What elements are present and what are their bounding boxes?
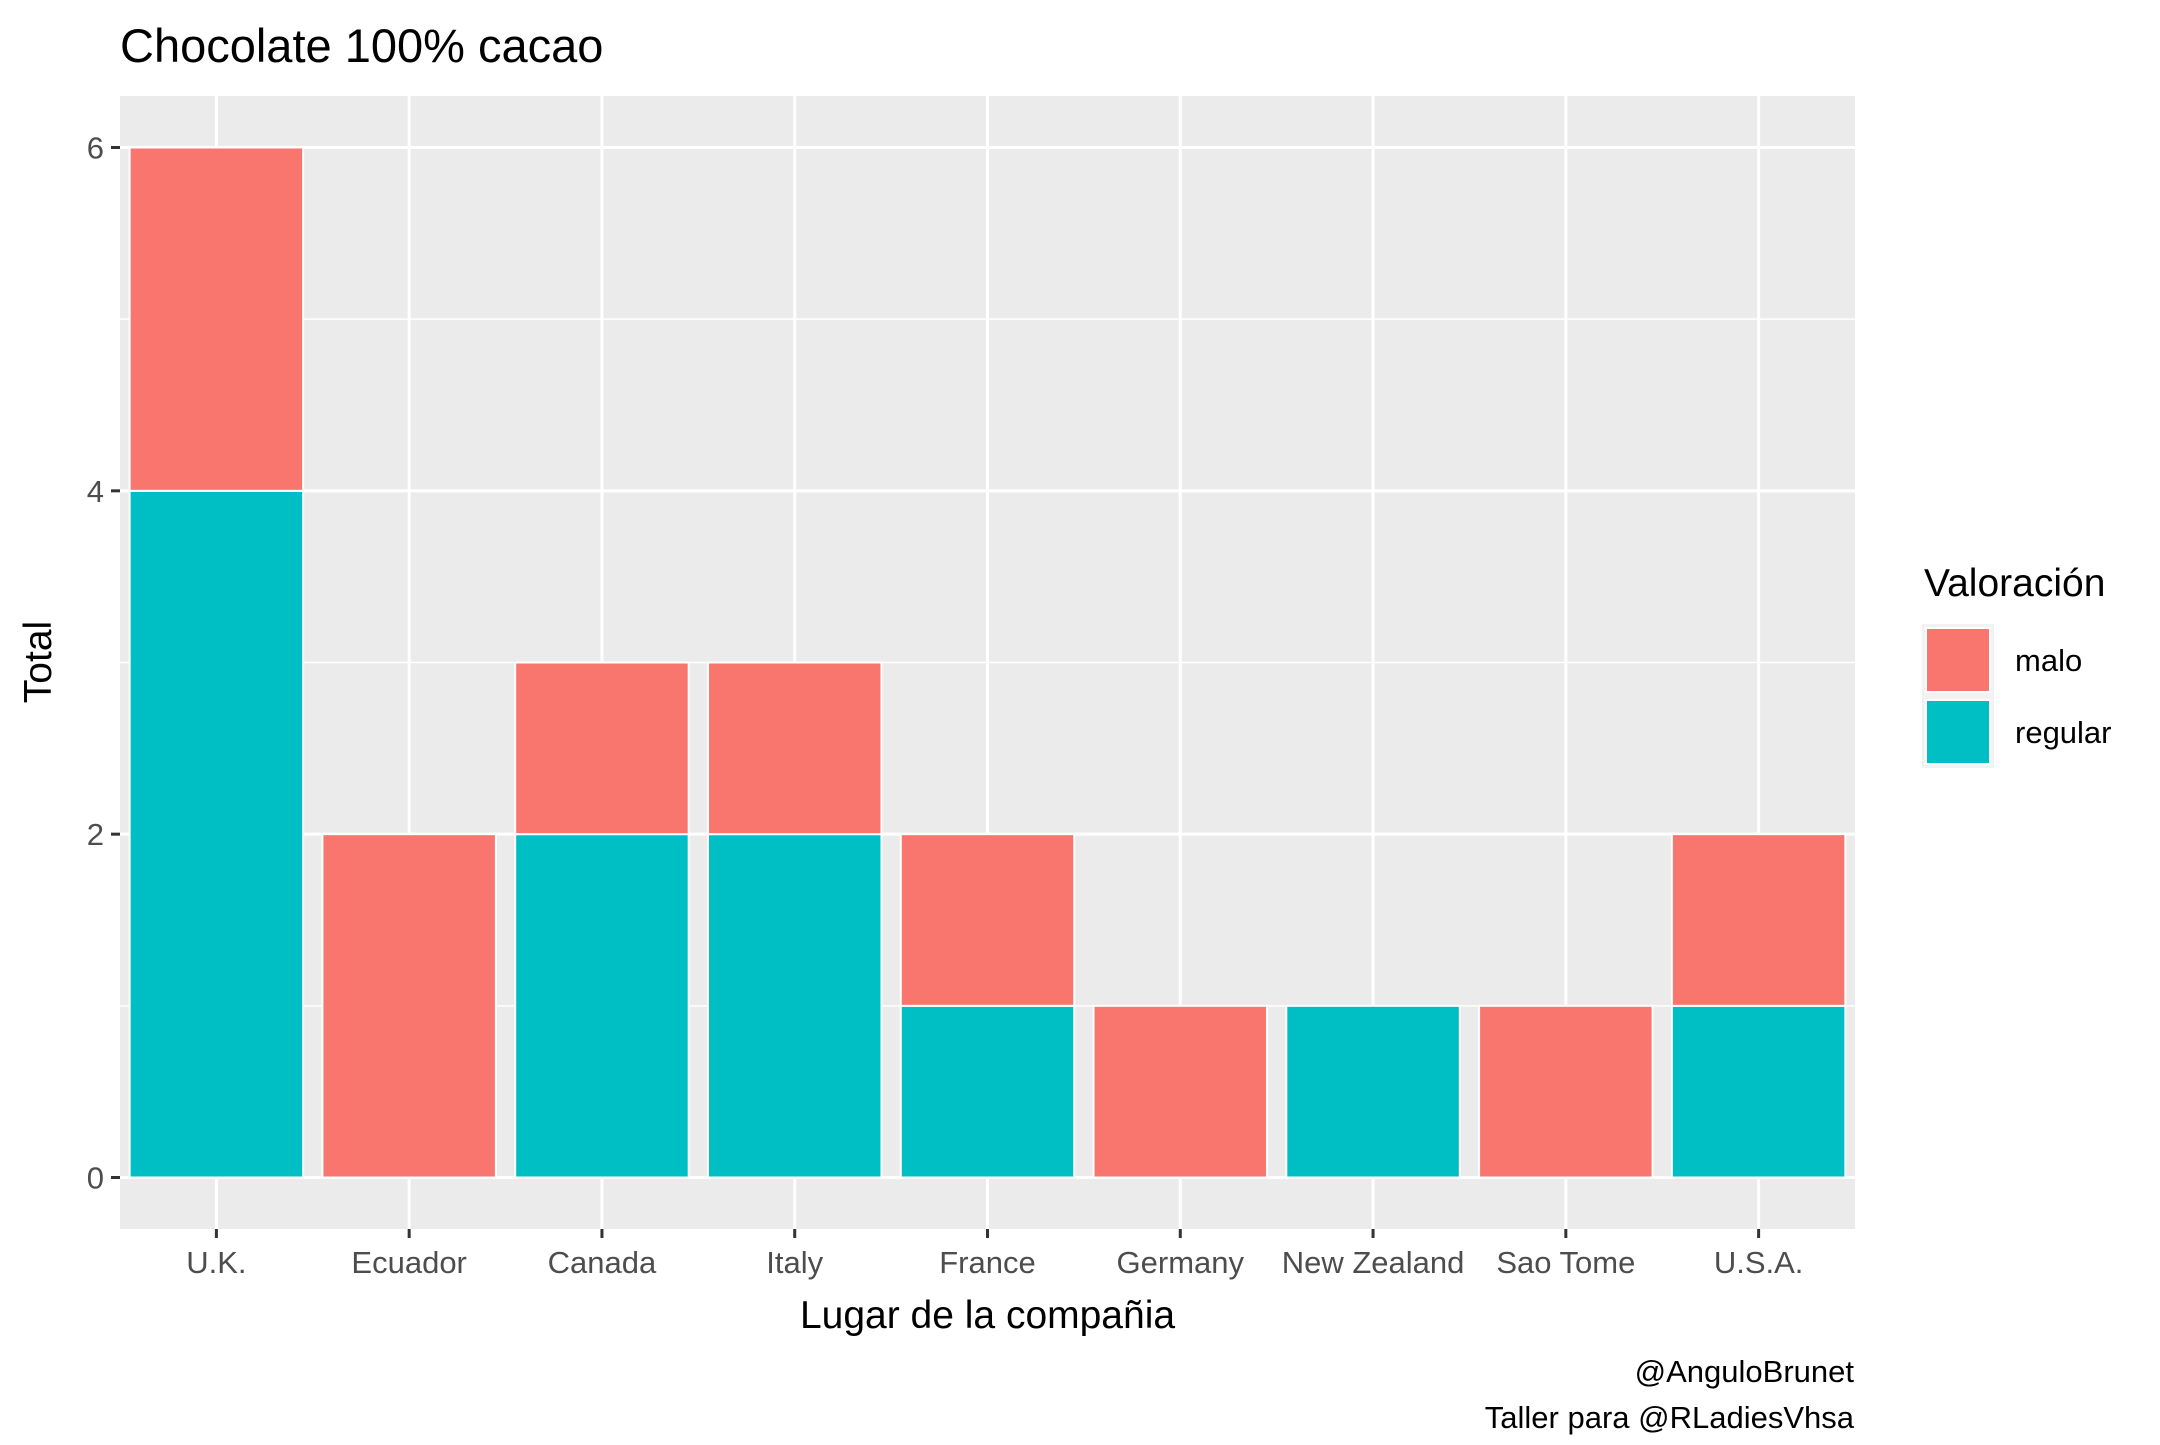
y-tick-label: 4 xyxy=(87,474,104,509)
x-tick-label: Canada xyxy=(548,1245,657,1280)
bar-malo xyxy=(1670,833,1847,1007)
bar-regular xyxy=(1670,1004,1847,1179)
legend: Valoración malo regular xyxy=(1922,562,2112,768)
caption-line-1: @AnguloBrunet xyxy=(1635,1354,1855,1389)
bar-malo xyxy=(128,146,305,492)
bar-regular xyxy=(1285,1004,1461,1179)
bar-malo xyxy=(514,661,690,836)
bar-malo xyxy=(899,833,1076,1007)
legend-swatch-regular xyxy=(1925,699,1991,765)
legend-title: Valoración xyxy=(1924,562,2105,605)
bar-malo xyxy=(1478,1004,1654,1179)
x-axis-title: Lugar de la compañia xyxy=(800,1294,1175,1337)
x-tick-label: Sao Tome xyxy=(1496,1245,1635,1280)
bar-regular xyxy=(514,833,690,1179)
x-tick-label: New Zealand xyxy=(1282,1245,1465,1280)
legend-items: malo regular xyxy=(1922,624,2112,768)
caption: @AnguloBrunet Taller para @RLadiesVhsa xyxy=(1485,1354,1855,1435)
x-tick-label: France xyxy=(939,1245,1035,1280)
bar-regular xyxy=(706,833,883,1179)
legend-label-regular: regular xyxy=(2015,715,2112,750)
x-tick-label: Italy xyxy=(766,1245,823,1280)
x-tick-label: Germany xyxy=(1117,1245,1245,1280)
y-tick-label: 2 xyxy=(87,817,104,852)
y-axis-title: Total xyxy=(17,621,60,703)
y-tick-label: 0 xyxy=(87,1161,104,1196)
x-axis: U.K. Ecuador Canada Italy France Germany New Z… xyxy=(186,1229,1803,1280)
y-axis: 0 2 4 6 xyxy=(87,131,120,1196)
chart-title: Chocolate 100% cacao xyxy=(120,19,603,72)
bar-regular xyxy=(899,1004,1076,1179)
y-tick-label: 6 xyxy=(87,131,104,166)
x-tick-label: U.S.A. xyxy=(1714,1245,1804,1280)
legend-label-malo: malo xyxy=(2015,643,2082,678)
legend-swatch-malo xyxy=(1925,627,1991,693)
caption-line-2: Taller para @RLadiesVhsa xyxy=(1485,1400,1855,1435)
bar-malo xyxy=(1092,1004,1269,1179)
x-tick-label: U.K. xyxy=(186,1245,246,1280)
bars-layer xyxy=(128,146,1847,1179)
bar-malo xyxy=(321,833,497,1179)
bar-malo xyxy=(706,661,883,836)
x-tick-label: Ecuador xyxy=(351,1245,466,1280)
bar-regular xyxy=(128,489,305,1179)
